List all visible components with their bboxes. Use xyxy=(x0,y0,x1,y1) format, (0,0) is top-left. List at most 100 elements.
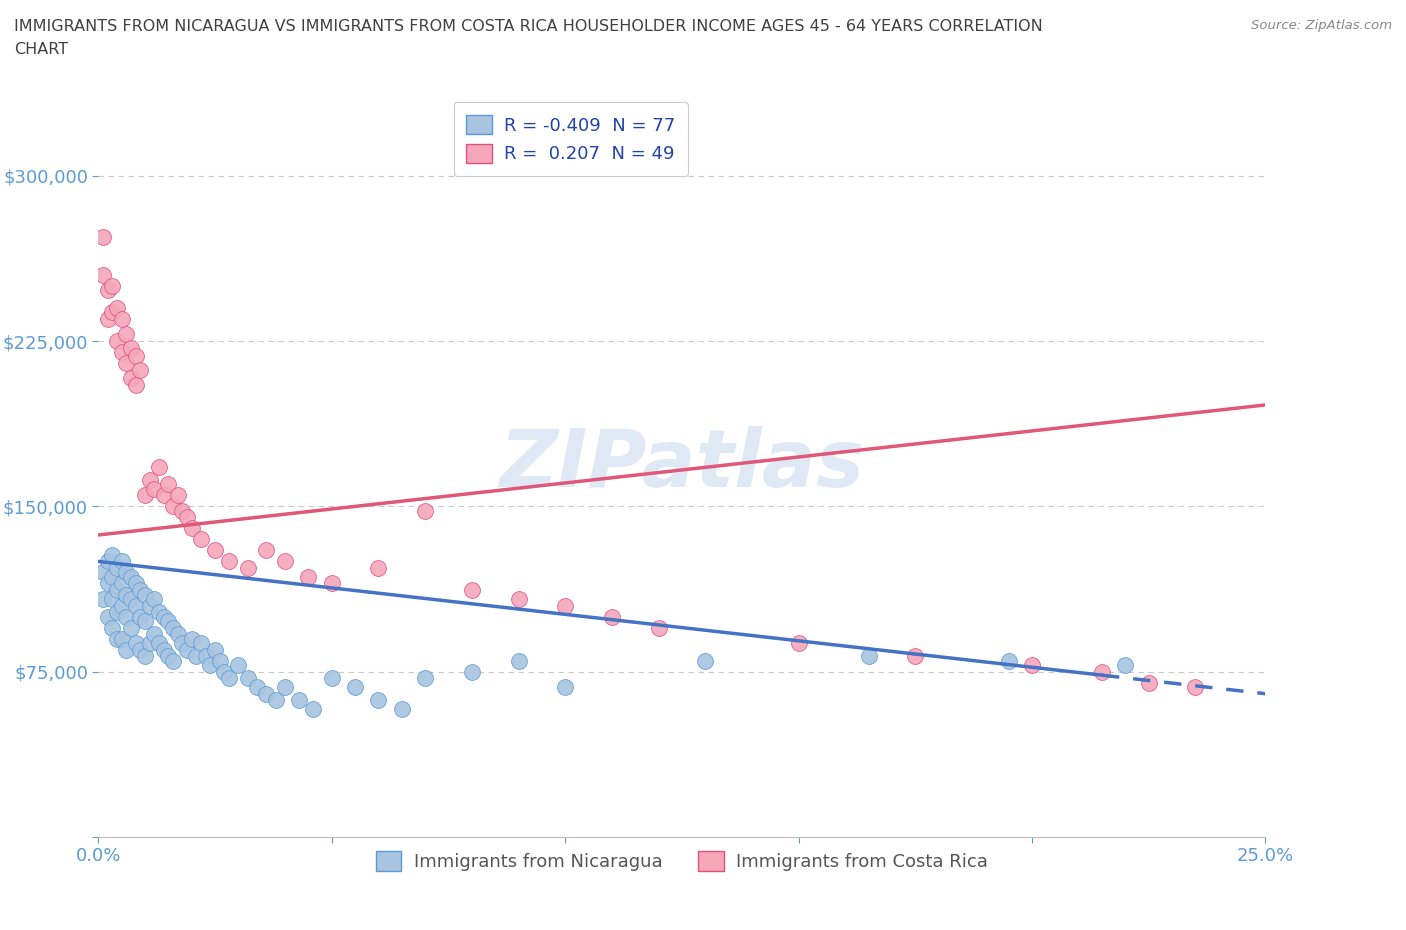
Text: IMMIGRANTS FROM NICARAGUA VS IMMIGRANTS FROM COSTA RICA HOUSEHOLDER INCOME AGES : IMMIGRANTS FROM NICARAGUA VS IMMIGRANTS … xyxy=(14,19,1043,33)
Point xyxy=(105,300,128,315)
Point xyxy=(97,554,120,569)
Point xyxy=(115,355,138,370)
Point xyxy=(143,627,166,642)
Point xyxy=(904,649,927,664)
Point xyxy=(204,643,226,658)
Point xyxy=(97,576,120,591)
Point xyxy=(166,627,188,642)
Point xyxy=(461,664,484,679)
Point xyxy=(129,643,152,658)
Point xyxy=(858,649,880,664)
Point xyxy=(194,649,217,664)
Point xyxy=(1021,658,1043,672)
Point xyxy=(101,305,124,320)
Point xyxy=(997,653,1019,668)
Point xyxy=(214,664,236,679)
Point xyxy=(461,583,484,598)
Point xyxy=(120,371,142,386)
Point xyxy=(134,649,156,664)
Point xyxy=(321,576,343,591)
Point xyxy=(162,653,184,668)
Point xyxy=(111,312,134,326)
Point xyxy=(787,635,810,650)
Point xyxy=(367,693,389,708)
Point xyxy=(152,488,174,503)
Point xyxy=(172,635,194,650)
Point xyxy=(148,635,170,650)
Point xyxy=(166,488,188,503)
Point xyxy=(115,643,138,658)
Point xyxy=(246,680,269,695)
Point xyxy=(256,686,278,701)
Point xyxy=(152,643,174,658)
Point xyxy=(139,472,162,487)
Point xyxy=(101,591,124,606)
Point xyxy=(125,349,148,364)
Legend: Immigrants from Nicaragua, Immigrants from Costa Rica: Immigrants from Nicaragua, Immigrants fr… xyxy=(363,839,1001,884)
Point xyxy=(695,653,717,668)
Point xyxy=(190,532,212,547)
Point xyxy=(111,631,134,646)
Point xyxy=(554,598,576,613)
Point xyxy=(600,609,623,624)
Point xyxy=(200,658,222,672)
Point xyxy=(125,598,148,613)
Point xyxy=(91,230,114,245)
Point xyxy=(129,609,152,624)
Point xyxy=(91,268,114,283)
Point xyxy=(115,587,138,602)
Point xyxy=(125,378,148,392)
Point xyxy=(105,631,128,646)
Text: CHART: CHART xyxy=(14,42,67,57)
Point xyxy=(105,561,128,576)
Point xyxy=(228,658,250,672)
Point xyxy=(1137,675,1160,690)
Point xyxy=(105,334,128,349)
Point xyxy=(157,649,180,664)
Point xyxy=(101,569,124,584)
Point xyxy=(321,671,343,685)
Point xyxy=(157,477,180,492)
Point xyxy=(1091,664,1114,679)
Point xyxy=(143,591,166,606)
Point xyxy=(162,620,184,635)
Point xyxy=(274,680,297,695)
Point xyxy=(508,591,530,606)
Point xyxy=(1114,658,1136,672)
Point xyxy=(101,620,124,635)
Point xyxy=(218,671,240,685)
Point xyxy=(111,554,134,569)
Point xyxy=(647,620,669,635)
Point xyxy=(176,510,198,525)
Point xyxy=(111,576,134,591)
Point xyxy=(186,649,208,664)
Point xyxy=(134,488,156,503)
Point xyxy=(139,598,162,613)
Text: ZIPatlas: ZIPatlas xyxy=(499,426,865,504)
Point xyxy=(148,459,170,474)
Point xyxy=(91,591,114,606)
Point xyxy=(115,565,138,580)
Point xyxy=(180,521,202,536)
Point xyxy=(162,498,184,513)
Point xyxy=(413,503,436,518)
Point xyxy=(256,543,278,558)
Point xyxy=(115,609,138,624)
Point xyxy=(176,643,198,658)
Point xyxy=(120,340,142,355)
Point xyxy=(302,702,325,717)
Point xyxy=(554,680,576,695)
Point xyxy=(125,576,148,591)
Point xyxy=(101,278,124,293)
Point xyxy=(391,702,413,717)
Point xyxy=(152,609,174,624)
Point xyxy=(97,312,120,326)
Point xyxy=(204,543,226,558)
Point xyxy=(91,565,114,580)
Point xyxy=(297,569,319,584)
Point xyxy=(1184,680,1206,695)
Point xyxy=(120,591,142,606)
Point xyxy=(143,481,166,496)
Point xyxy=(148,604,170,619)
Point xyxy=(101,548,124,563)
